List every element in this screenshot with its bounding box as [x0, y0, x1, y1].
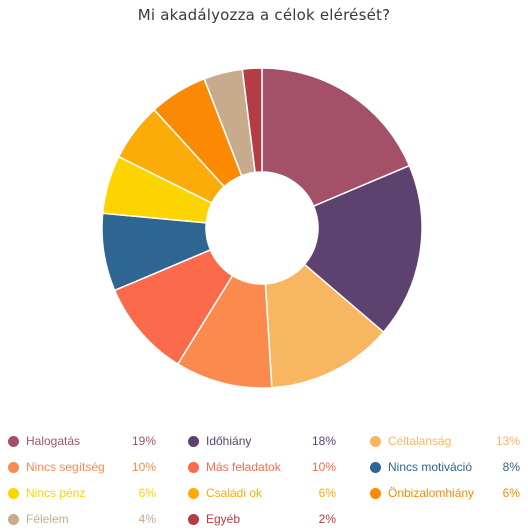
legend-item[interactable]: Önbizalomhiány 6%: [370, 486, 520, 502]
legend-swatch: [370, 436, 381, 447]
legend-label: Nincs segítség: [26, 460, 105, 474]
legend-value: 10%: [131, 460, 156, 474]
legend-item[interactable]: Nincs pénz 6%: [8, 486, 156, 502]
legend-label: Nincs pénz: [26, 486, 86, 500]
legend-swatch: [188, 488, 199, 499]
legend-swatch: [188, 514, 199, 525]
slice-1[interactable]: [261, 67, 411, 208]
slice-2[interactable]: [303, 164, 423, 334]
legend-item[interactable]: Más feladatok 10%: [188, 460, 336, 476]
legend-item[interactable]: Nincs motiváció 8%: [370, 460, 520, 476]
legend-value: 6%: [502, 486, 520, 500]
legend-label: Más feladatok: [206, 460, 281, 474]
legend-item[interactable]: Családi ok 6%: [188, 486, 336, 502]
legend-value: 6%: [138, 486, 156, 500]
chart-legend: Halogatás 19% Időhiány 18% Céltalanság 13% Nin…: [0, 428, 528, 528]
legend-label: Egyéb: [206, 512, 241, 526]
legend-swatch: [188, 462, 199, 473]
legend-value: 18%: [311, 434, 336, 448]
legend-value: 10%: [311, 460, 336, 474]
legend-label: Nincs motiváció: [388, 460, 473, 474]
legend-label: Önbizalomhiány: [388, 486, 475, 500]
chart-title: Mi akadályozza a célok elérését?: [137, 6, 391, 24]
legend-swatch: [188, 436, 199, 447]
legend-item[interactable]: Egyéb 2%: [188, 512, 336, 528]
legend-value: 2%: [318, 512, 336, 526]
legend-value: 8%: [502, 460, 520, 474]
legend-value: 19%: [131, 434, 156, 448]
legend-value: 6%: [318, 486, 336, 500]
legend-label: Családi ok: [206, 486, 263, 500]
legend-value: 13%: [495, 434, 520, 448]
slice-11[interactable]: [241, 67, 263, 174]
legend-value: 4%: [138, 512, 156, 526]
legend-item[interactable]: Halogatás 19%: [8, 434, 156, 450]
legend-item[interactable]: Időhiány 18%: [188, 434, 336, 450]
legend-label: Halogatás: [26, 434, 81, 448]
legend-item[interactable]: Nincs segítség 10%: [8, 460, 156, 476]
legend-item[interactable]: Céltalanság 13%: [370, 434, 520, 450]
legend-label: Időhiány: [206, 434, 252, 448]
legend-swatch: [8, 462, 19, 473]
legend-swatch: [8, 488, 19, 499]
legend-label: Félelem: [26, 512, 69, 526]
legend-swatch: [8, 436, 19, 447]
legend-swatch: [370, 488, 381, 499]
legend-swatch: [370, 462, 381, 473]
legend-label: Céltalanság: [388, 434, 452, 448]
donut-chart: [101, 67, 423, 389]
slice-3[interactable]: [264, 263, 385, 389]
legend-item[interactable]: Félelem 4%: [8, 512, 156, 528]
legend-swatch: [8, 514, 19, 525]
